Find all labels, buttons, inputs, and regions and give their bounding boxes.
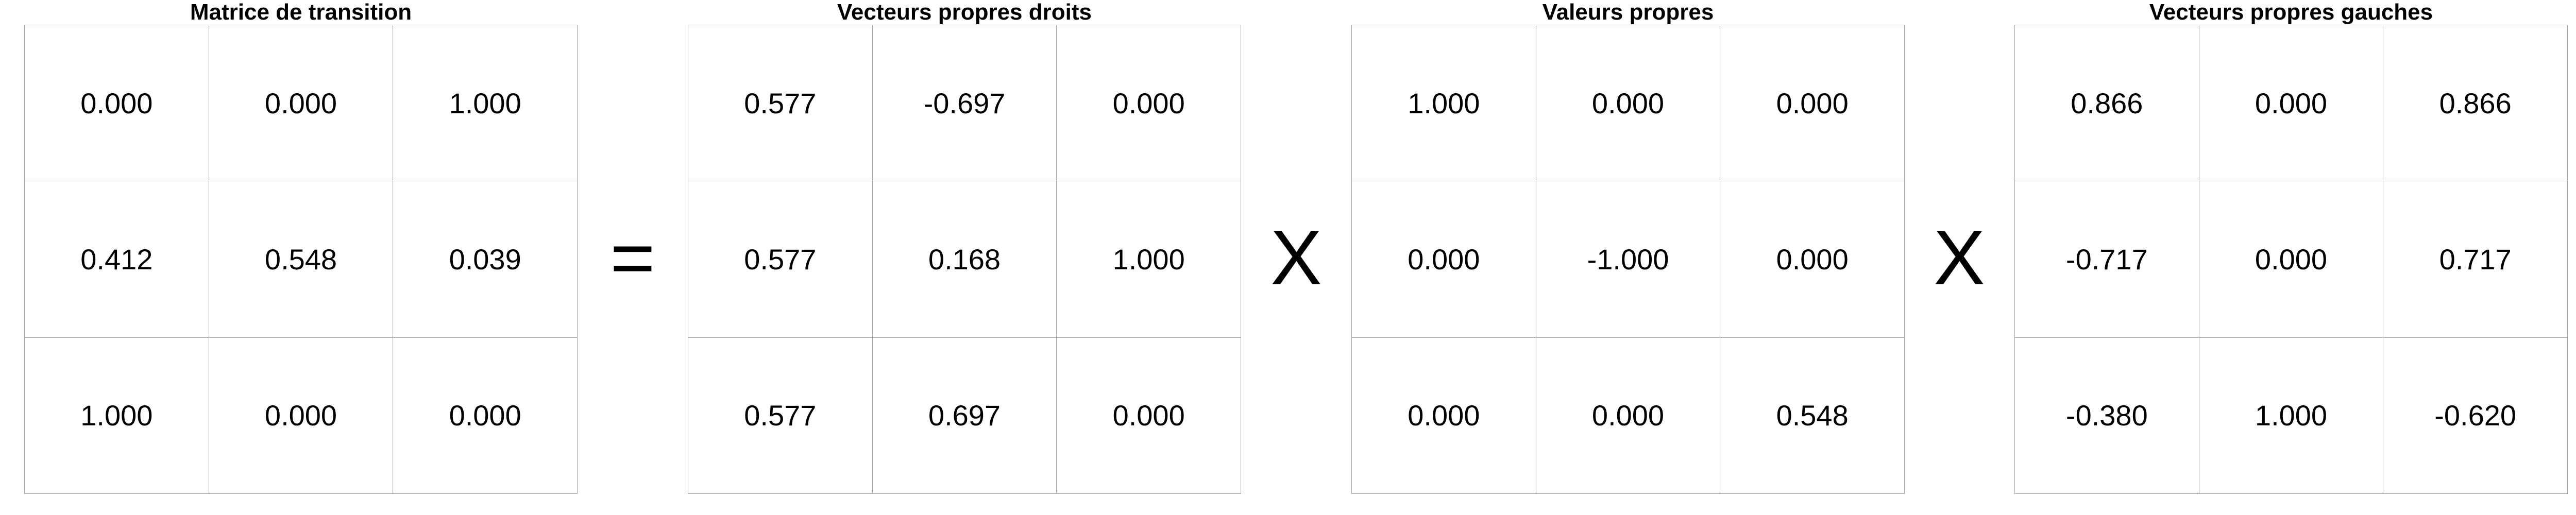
transition-matrix-title: Matrice de transition <box>190 0 412 25</box>
left-eigenvectors-title: Vecteurs propres gauches <box>2149 0 2433 25</box>
matrix-cell: 0.000 <box>1720 25 1905 182</box>
matrix-cell: 0.000 <box>1352 181 1536 338</box>
eigenvalues-title: Valeurs propres <box>1542 0 1714 25</box>
matrix-cell: 0.000 <box>1057 25 1241 182</box>
matrix-cell: 0.717 <box>2383 181 2568 338</box>
matrix-cell: 0.866 <box>2383 25 2568 182</box>
matrix-cell: 0.866 <box>2015 25 2199 182</box>
matrix-cell: 0.000 <box>1352 337 1536 494</box>
matrix-cell: -0.697 <box>872 25 1057 182</box>
matrix-cell: 0.577 <box>688 181 873 338</box>
right-eigenvectors-title: Vecteurs propres droits <box>837 0 1092 25</box>
matrix-cell: 1.000 <box>1352 25 1536 182</box>
matrix-cell: -0.620 <box>2383 337 2568 494</box>
matrix-cell: 0.577 <box>688 25 873 182</box>
matrix-cell: 0.697 <box>872 337 1057 494</box>
matrix-cell: 0.548 <box>1720 337 1905 494</box>
matrix-cell: 0.000 <box>209 337 394 494</box>
matrix-cell: 1.000 <box>1057 181 1241 338</box>
equals-operator: = <box>610 214 655 301</box>
matrix-cell: -0.380 <box>2015 337 2199 494</box>
matrix-cell: -1.000 <box>1536 181 1721 338</box>
matrix-cell: 0.000 <box>1536 337 1721 494</box>
matrix-cell: -0.717 <box>2015 181 2199 338</box>
matrix-cell: 0.000 <box>393 337 578 494</box>
matrix-cell: 0.577 <box>688 337 873 494</box>
matrix-cell: 0.000 <box>25 25 209 182</box>
multiply-operator: X <box>1933 214 1986 301</box>
transition-matrix-grid: 0.000 0.000 1.000 0.412 0.548 0.039 1.00… <box>24 25 578 494</box>
matrix-cell: 1.000 <box>25 337 209 494</box>
matrix-cell: 0.000 <box>209 25 394 182</box>
multiply-operator: X <box>1270 214 1323 301</box>
matrix-cell: 1.000 <box>2199 337 2384 494</box>
matrix-cell: 0.000 <box>1536 25 1721 182</box>
matrix-cell: 0.000 <box>2199 25 2384 182</box>
right-eigenvectors-grid: 0.577 -0.697 0.000 0.577 0.168 1.000 0.5… <box>688 25 1241 494</box>
matrix-cell: 0.412 <box>25 181 209 338</box>
matrix-cell: 0.000 <box>2199 181 2384 338</box>
matrix-cell: 0.000 <box>1720 181 1905 338</box>
matrix-cell: 0.039 <box>393 181 578 338</box>
matrix-cell: 0.000 <box>1057 337 1241 494</box>
matrix-cell: 0.548 <box>209 181 394 338</box>
eigenvalues-grid: 1.000 0.000 0.000 0.000 -1.000 0.000 0.0… <box>1351 25 1905 494</box>
matrix-cell: 0.168 <box>872 181 1057 338</box>
left-eigenvectors-grid: 0.866 0.000 0.866 -0.717 0.000 0.717 -0.… <box>2014 25 2568 494</box>
matrix-cell: 1.000 <box>393 25 578 182</box>
